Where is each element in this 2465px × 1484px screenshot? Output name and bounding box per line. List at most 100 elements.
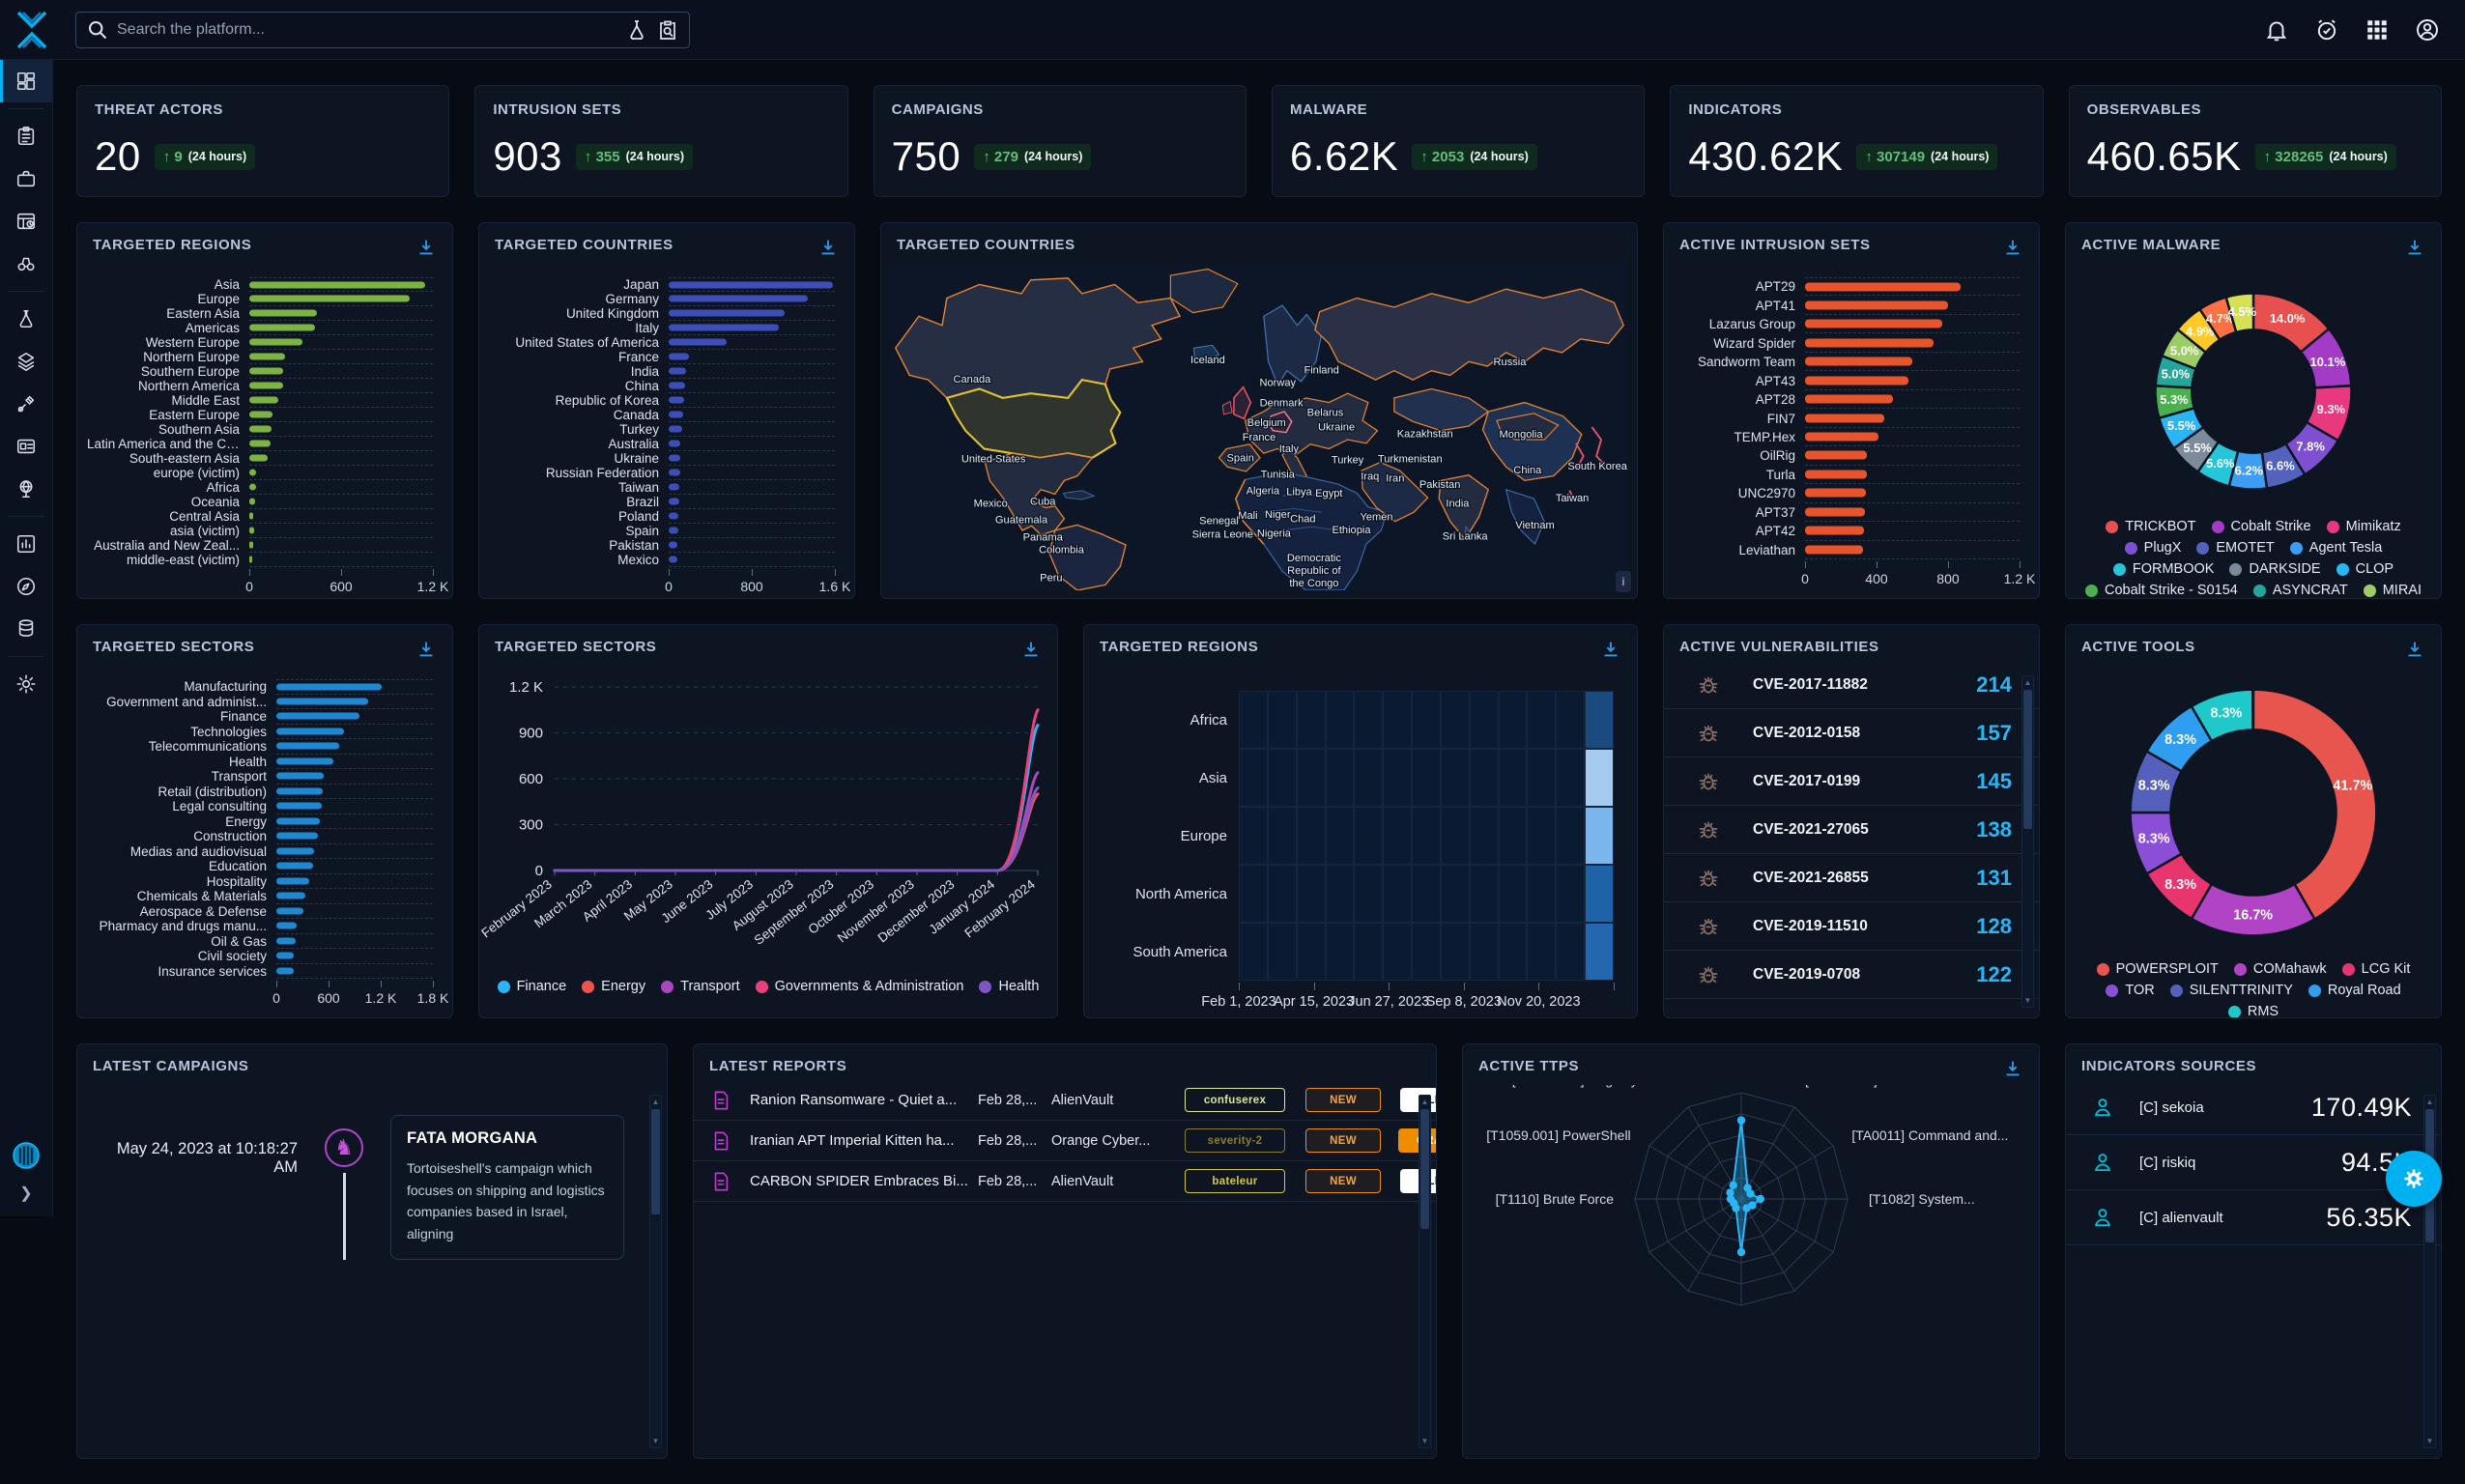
vulnerability-row[interactable]: CVE-2019-11510 128 xyxy=(1664,902,2039,951)
apps-grid-icon[interactable] xyxy=(2365,17,2390,43)
report-row[interactable]: Iranian APT Imperial Kitten ha... Feb 28… xyxy=(694,1121,1436,1161)
report-row[interactable]: CARBON SPIDER Embraces Bi... Feb 28,... … xyxy=(694,1161,1436,1202)
sidebar-item-arsenal[interactable] xyxy=(0,340,52,383)
bar[interactable] xyxy=(669,368,686,375)
sidebar-item-dashboards[interactable] xyxy=(0,523,52,565)
bar[interactable] xyxy=(1805,320,1942,328)
heatmap-cell[interactable] xyxy=(1412,749,1441,807)
heatmap-cell[interactable] xyxy=(1383,749,1412,807)
bar[interactable] xyxy=(669,441,680,447)
legend-item[interactable]: FORMBOOK xyxy=(2113,561,2215,577)
heatmap-cell[interactable] xyxy=(1556,807,1585,865)
report-label-chip[interactable]: confuserex xyxy=(1185,1088,1285,1112)
bar[interactable] xyxy=(276,743,339,750)
download-icon[interactable] xyxy=(817,237,839,258)
heatmap-cell[interactable] xyxy=(1441,923,1470,981)
bar[interactable] xyxy=(669,556,677,563)
bar[interactable] xyxy=(1805,282,1961,291)
bar[interactable] xyxy=(276,877,309,884)
campaign-knight-icon[interactable]: ♞ xyxy=(325,1128,363,1167)
legend-item[interactable]: RMS xyxy=(2228,1004,2279,1018)
bar[interactable] xyxy=(1805,432,1878,441)
bar[interactable] xyxy=(1805,451,1867,460)
status-chip[interactable]: NEW xyxy=(1305,1128,1381,1153)
legend-item[interactable]: Energy xyxy=(582,979,645,994)
download-icon[interactable] xyxy=(2002,237,2023,258)
heatmap-cell[interactable] xyxy=(1412,865,1441,923)
heatmap-cell[interactable] xyxy=(1326,749,1355,807)
vulnerability-row[interactable]: CVE-2012-0158 157 xyxy=(1664,709,2039,757)
bar[interactable] xyxy=(276,923,297,929)
legend-item[interactable]: COMahawk xyxy=(2234,961,2327,977)
bar[interactable] xyxy=(249,281,425,288)
heatmap-cell[interactable] xyxy=(1268,865,1297,923)
bar[interactable] xyxy=(1805,395,1893,404)
radar-point[interactable] xyxy=(1757,1195,1764,1203)
sidebar-item-home[interactable] xyxy=(0,60,52,102)
bar[interactable] xyxy=(276,967,294,974)
legend-item[interactable]: PlugX xyxy=(2125,540,2182,556)
status-chip[interactable]: NEW xyxy=(1305,1088,1381,1112)
heatmap-cell[interactable] xyxy=(1239,807,1268,865)
heatmap-cell[interactable] xyxy=(1499,865,1528,923)
heatmap-cell[interactable] xyxy=(1326,691,1355,749)
heatmap-cell[interactable] xyxy=(1239,749,1268,807)
legend-item[interactable]: SILENTTRINITY xyxy=(2170,983,2293,998)
indicator-source-row[interactable]: [C] alienvault 56.35K xyxy=(2066,1190,2441,1245)
heatmap-cell[interactable] xyxy=(1412,807,1441,865)
heatmap-cell[interactable] xyxy=(1297,807,1326,865)
sidebar-item-threats[interactable] xyxy=(0,298,52,340)
search-input[interactable] xyxy=(117,21,617,39)
filigran-logo[interactable] xyxy=(12,1141,41,1170)
heatmap-cell[interactable] xyxy=(1585,923,1614,981)
bar[interactable] xyxy=(276,773,324,780)
bar[interactable] xyxy=(276,803,322,810)
scrollbar[interactable]: ▲▼ xyxy=(2423,1095,2436,1448)
bar[interactable] xyxy=(669,513,678,520)
radar-point[interactable] xyxy=(1737,1248,1745,1256)
report-row[interactable]: Ranion Ransomware - Quiet a... Feb 28,..… xyxy=(694,1080,1436,1121)
legend-item[interactable]: POWERSPLOIT xyxy=(2097,961,2219,977)
heatmap-cell[interactable] xyxy=(1556,923,1585,981)
heatmap-cell[interactable] xyxy=(1527,923,1556,981)
download-icon[interactable] xyxy=(416,639,437,660)
heatmap-cell[interactable] xyxy=(1499,749,1528,807)
heatmap-cell[interactable] xyxy=(1239,865,1268,923)
heatmap-cell[interactable] xyxy=(1527,865,1556,923)
bar[interactable] xyxy=(669,281,833,288)
vulnerability-row[interactable]: CVE-2021-26855 131 xyxy=(1664,854,2039,902)
heatmap-cell[interactable] xyxy=(1470,923,1499,981)
heatmap-cell[interactable] xyxy=(1354,807,1383,865)
bar[interactable] xyxy=(249,325,315,331)
vulnerability-row[interactable]: CVE-2021-27065 138 xyxy=(1664,806,2039,854)
radar-point[interactable] xyxy=(1730,1182,1737,1189)
heatmap-cell[interactable] xyxy=(1527,807,1556,865)
legend-item[interactable]: Health xyxy=(979,979,1039,994)
heatmap-cell[interactable] xyxy=(1556,865,1585,923)
bar[interactable] xyxy=(1805,414,1884,422)
bar[interactable] xyxy=(669,470,680,476)
bar[interactable] xyxy=(249,426,272,433)
status-chip[interactable]: NEW xyxy=(1305,1169,1381,1193)
sidebar-item-analyses[interactable] xyxy=(0,115,52,157)
line-series[interactable]: Health xyxy=(555,788,1038,871)
download-icon[interactable] xyxy=(2404,237,2425,258)
heatmap-cell[interactable] xyxy=(1556,749,1585,807)
legend-item[interactable]: TRICKBOT xyxy=(2106,519,2195,534)
bar[interactable] xyxy=(276,863,313,870)
bar[interactable] xyxy=(249,499,255,505)
legend-item[interactable]: Governments & Administration xyxy=(756,979,964,994)
legend-item[interactable]: EMOTET xyxy=(2196,540,2274,556)
line-series[interactable]: Energy xyxy=(555,794,1038,870)
line-series[interactable]: Transport xyxy=(555,773,1038,870)
bar[interactable] xyxy=(249,339,302,346)
sidebar-item-entities[interactable] xyxy=(0,425,52,468)
triggers-alarm-icon[interactable] xyxy=(2314,17,2339,43)
bar[interactable] xyxy=(276,893,305,899)
bar[interactable] xyxy=(1805,507,1865,516)
bar[interactable] xyxy=(276,953,294,959)
heatmap-cell[interactable] xyxy=(1354,865,1383,923)
download-icon[interactable] xyxy=(2404,639,2425,660)
campaign-card[interactable]: FATA MORGANA Tortoiseshell's campaign wh… xyxy=(390,1115,624,1260)
